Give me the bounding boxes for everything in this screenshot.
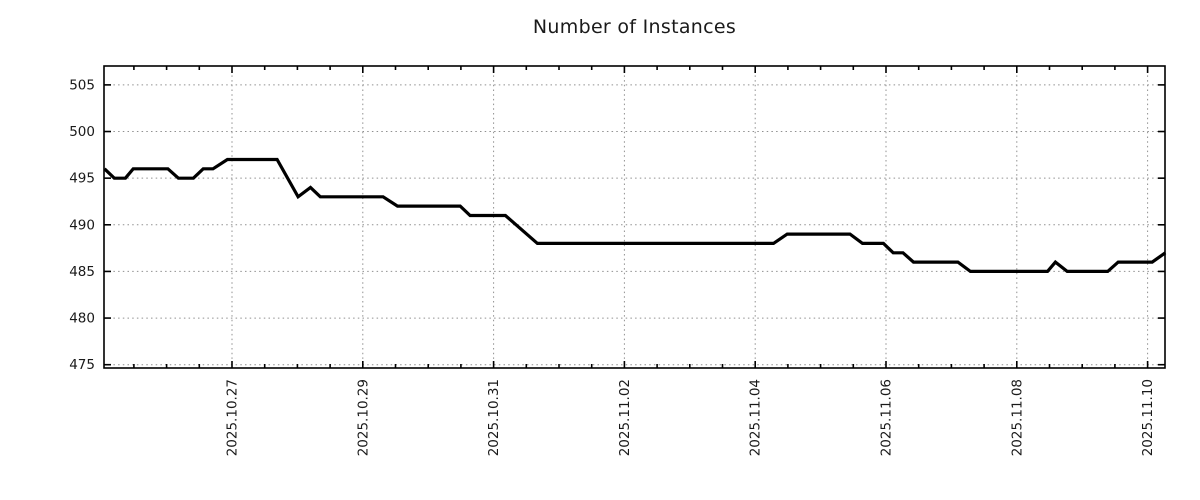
x-tick-label: 2025.11.02 [617, 379, 633, 456]
x-tick-label: 2025.11.08 [1009, 379, 1025, 456]
x-tick-label: 2025.10.31 [486, 379, 502, 456]
y-tick-label: 490 [69, 217, 95, 233]
y-tick-label: 495 [69, 171, 95, 187]
y-tick-label: 475 [69, 357, 95, 373]
chart-title: Number of Instances [532, 16, 737, 38]
series-line-instances [103, 157, 1167, 273]
y-tick-label: 485 [69, 264, 95, 280]
y-tick-label: 500 [69, 124, 95, 140]
x-tick-label: 2025.10.27 [225, 379, 241, 456]
x-tick-label: 2025.11.10 [1140, 379, 1156, 456]
y-tick-label: 505 [69, 77, 95, 93]
x-tick-label: 2025.10.29 [355, 379, 371, 456]
plot-border [103, 65, 1166, 369]
x-tick-label: 2025.11.06 [879, 379, 895, 456]
y-tick-label: 480 [69, 311, 95, 327]
x-tick-label: 2025.11.04 [748, 379, 764, 456]
